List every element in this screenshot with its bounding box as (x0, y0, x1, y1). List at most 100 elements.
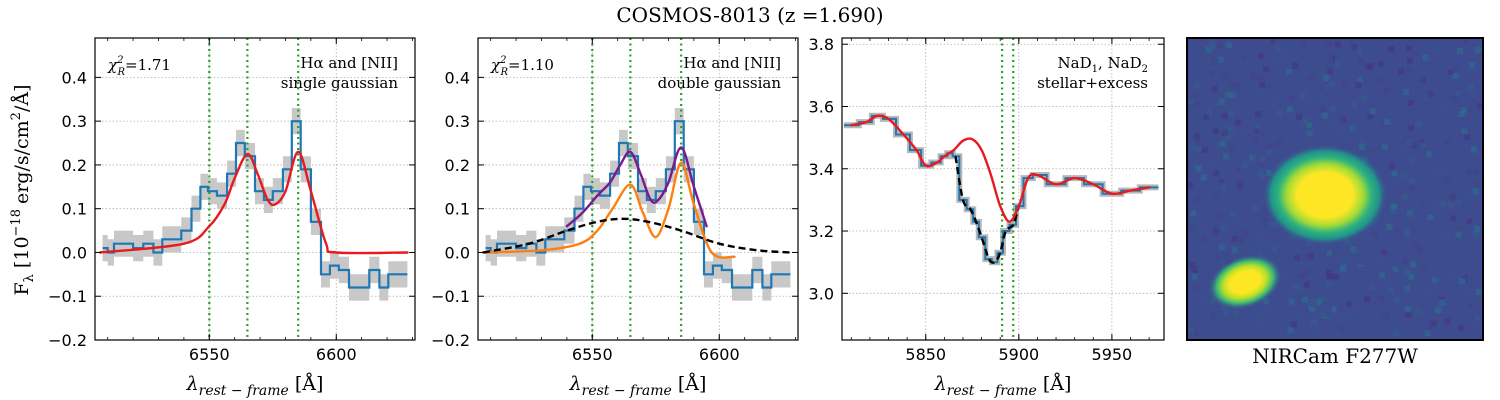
noise-pixel (1308, 74, 1315, 81)
noise-pixel (1475, 289, 1482, 296)
noise-pixel (1389, 208, 1396, 215)
noise-pixel (1237, 237, 1244, 244)
noise-pixel (1188, 105, 1194, 112)
nircam-image-panel: NIRCam F277W (1186, 37, 1484, 368)
noise-pixel (1383, 313, 1390, 320)
noise-pixel (1413, 243, 1420, 250)
chi2-value: =1.10 (508, 56, 554, 74)
noise-pixel (1334, 41, 1341, 48)
y-tick-label: 3.8 (809, 35, 834, 54)
noise-pixel (1435, 307, 1441, 314)
noise-pixel (1415, 249, 1422, 256)
noise-pixel (1252, 136, 1259, 143)
noise-pixel (1338, 325, 1345, 332)
noise-pixel (1193, 284, 1200, 290)
x-axis-lambda: λ (934, 373, 947, 395)
noise-pixel (1330, 53, 1337, 60)
x-tick-label: 6550 (572, 345, 613, 364)
noise-pixel (1341, 314, 1347, 321)
noise-pixel (1231, 247, 1238, 254)
noise-pixel (1360, 95, 1367, 102)
noise-pixel (1329, 80, 1335, 87)
chi2-sub: R (499, 67, 508, 78)
noise-pixel (1331, 306, 1338, 313)
noise-pixel (1228, 81, 1235, 88)
noise-pixel (1381, 322, 1388, 329)
noise-pixel (1449, 242, 1456, 249)
noise-pixel (1408, 178, 1415, 185)
noise-pixel (1321, 112, 1328, 119)
noise-pixel (1369, 108, 1376, 115)
noise-pixel (1200, 235, 1207, 242)
noise-pixel (1439, 299, 1445, 306)
noise-pixel (1404, 231, 1410, 238)
noise-pixel (1212, 128, 1219, 135)
noise-pixel (1473, 258, 1480, 265)
panel-halpha-single: 6550 6600 −0.2 −0.1 0.0 0.1 0.2 0.3 0.4 χ2 R=1.71… (48, 37, 416, 399)
noise-pixel (1428, 91, 1435, 98)
noise-pixel (1464, 134, 1470, 141)
noise-pixel (1187, 182, 1193, 189)
noise-pixel (1263, 66, 1269, 73)
noise-pixel (1315, 299, 1322, 306)
noise-pixel (1384, 247, 1391, 254)
x-axis-label: λrest − frame [Å] (569, 373, 707, 399)
noise-pixel (1476, 42, 1483, 49)
noise-pixel (1213, 184, 1220, 191)
noise-pixel (1382, 55, 1389, 62)
noise-pixel (1202, 147, 1208, 154)
noise-pixel (1377, 60, 1384, 67)
noise-pixel (1467, 302, 1474, 309)
noise-pixel (1278, 283, 1285, 290)
x-tick-label: 6600 (699, 345, 740, 364)
noise-pixel (1266, 149, 1273, 156)
series-group (481, 120, 791, 289)
noise-pixel (1341, 262, 1348, 269)
model-curve-single-gaussian-model (98, 150, 409, 255)
noise-pixel (1271, 221, 1277, 228)
line-markers (1000, 38, 1015, 340)
noise-pixel (1285, 69, 1292, 75)
noise-pixel (1328, 120, 1335, 127)
noise-pixel (1407, 210, 1413, 217)
noise-pixel (1240, 55, 1247, 61)
y-tick-label: 3.4 (809, 160, 834, 179)
noise-pixel (1231, 236, 1238, 243)
noise-pixel (1355, 81, 1362, 88)
y-axis-label-exp: −18 (9, 209, 24, 236)
noise-pixel (1421, 265, 1427, 272)
noise-pixel (1444, 140, 1451, 146)
noise-pixel (1292, 85, 1299, 92)
noise-pixel (1373, 316, 1380, 322)
noise-pixel (1425, 151, 1432, 158)
noise-pixel (1218, 244, 1225, 251)
noise-pixel (1405, 306, 1411, 313)
noise-pixel (1412, 50, 1419, 57)
noise-pixel (1441, 165, 1448, 172)
y-axis-label-units2: erg/s/cm (11, 120, 33, 204)
noise-pixel (1320, 294, 1327, 301)
noise-pixel (1307, 253, 1314, 260)
noise-pixel (1265, 114, 1272, 121)
noise-pixel (1233, 310, 1240, 317)
y-axis-label-exp2: 2 (9, 112, 24, 120)
annotation-line2: stellar+excess (1037, 74, 1148, 92)
y-axis-label-units3: /Å] (11, 85, 33, 113)
noise-pixel (1309, 306, 1315, 313)
noise-pixel (1430, 320, 1437, 327)
noise-pixel (1191, 273, 1198, 280)
noise-pixel (1269, 82, 1275, 88)
noise-pixel (1299, 40, 1306, 47)
y-tick-label: 3.2 (809, 222, 834, 241)
noise-pixel (1369, 283, 1376, 290)
axes-frame (841, 37, 1165, 341)
noise-pixel (1189, 225, 1196, 232)
noise-pixel (1194, 82, 1201, 89)
noise-pixel (1294, 255, 1301, 261)
noise-pixel (1326, 269, 1332, 276)
noise-pixel (1286, 255, 1293, 262)
noise-pixel (1467, 84, 1474, 91)
noise-pixel (1255, 110, 1261, 117)
noise-pixel (1195, 138, 1202, 145)
noise-pixel (1192, 114, 1199, 121)
